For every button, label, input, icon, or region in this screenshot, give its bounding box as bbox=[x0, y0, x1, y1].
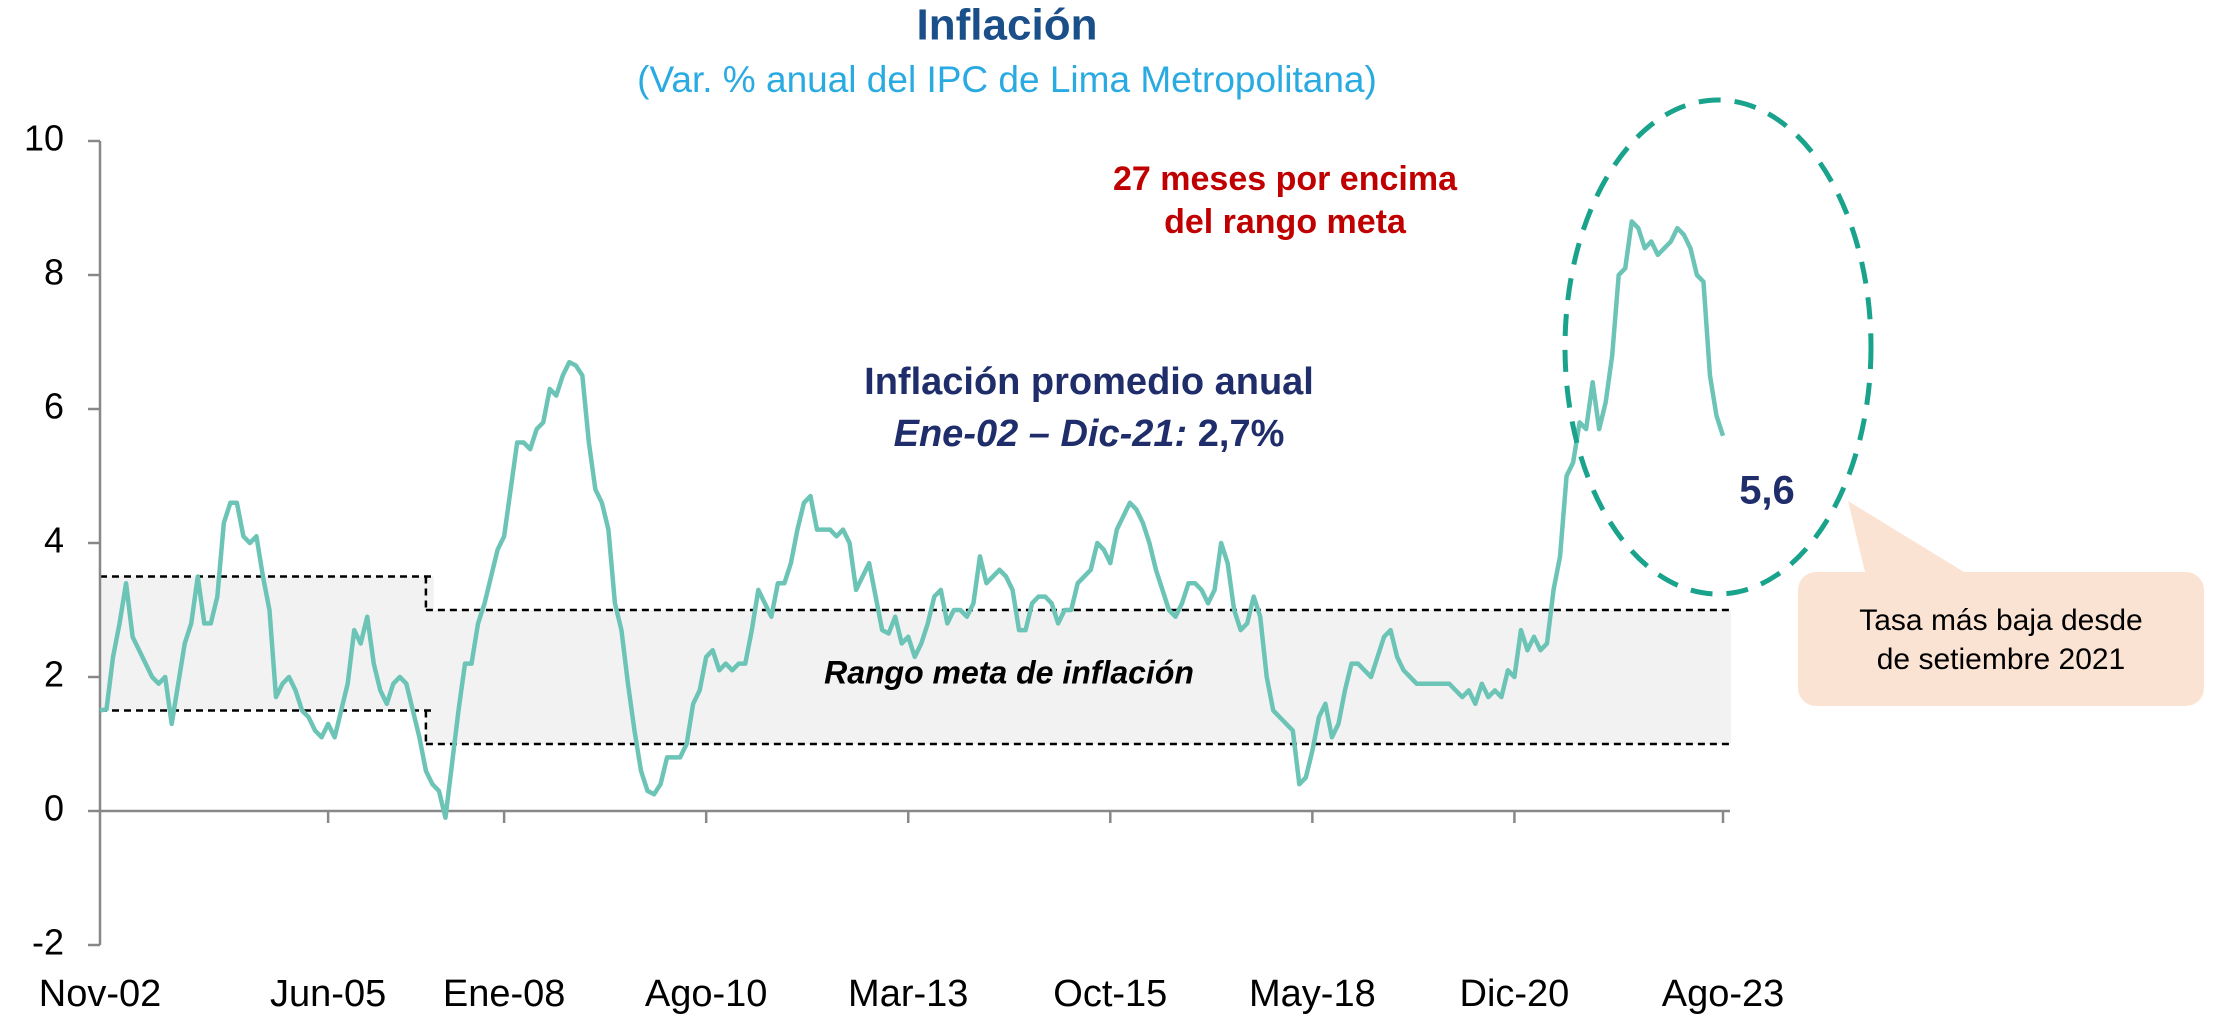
callout-pointer bbox=[1848, 501, 1964, 572]
average-title: Inflación promedio anual bbox=[864, 361, 1314, 403]
y-tick-label: 6 bbox=[44, 386, 64, 427]
callout-text: de setiembre 2021 bbox=[1877, 643, 2126, 676]
y-tick-label: 10 bbox=[24, 118, 64, 159]
average-text: Ene-02 – Dic-21: 2,7% bbox=[894, 413, 1285, 455]
y-tick-label: 2 bbox=[44, 654, 64, 695]
x-tick-label: Jun-05 bbox=[270, 973, 386, 1015]
annotation: 27 meses por encima bbox=[1113, 160, 1458, 198]
chart-title: Inflación bbox=[917, 1, 1098, 50]
x-tick-label: Ago-10 bbox=[645, 973, 768, 1015]
y-tick-label: 4 bbox=[44, 520, 64, 561]
chart-subtitle: (Var. % anual del IPC de Lima Metropolit… bbox=[637, 59, 1377, 100]
target-label: Rango meta de inflación bbox=[824, 654, 1194, 690]
x-tick-label: Ene-08 bbox=[443, 973, 566, 1015]
value-label: 5,6 bbox=[1739, 468, 1795, 512]
x-tick-label: Nov-02 bbox=[39, 973, 162, 1015]
y-tick-label: 0 bbox=[44, 788, 64, 829]
plot: Rango meta de inflación -2 0 2 4 6 8 10 Nov-02 Ju… bbox=[24, 118, 1795, 1016]
callout-text: Tasa más baja desde bbox=[1859, 604, 2143, 637]
average-value: 2,7% bbox=[1187, 413, 1284, 455]
x-tick-label: Ago-23 bbox=[1662, 973, 1785, 1015]
highlight-ellipse bbox=[1562, 97, 1874, 597]
y-tick-label: 8 bbox=[44, 252, 64, 293]
x-tick-label: May-18 bbox=[1249, 973, 1376, 1015]
inflation-line bbox=[99, 219, 1726, 820]
y-tick-label: -2 bbox=[32, 922, 64, 963]
annotation: del rango meta bbox=[1164, 203, 1407, 241]
x-tick-label: Oct-15 bbox=[1053, 973, 1167, 1015]
average-period: Ene-02 – Dic-21: bbox=[894, 413, 1188, 455]
callout-box bbox=[1798, 572, 2204, 706]
x-tick-label: Dic-20 bbox=[1460, 973, 1570, 1015]
x-tick-label: Mar-13 bbox=[848, 973, 968, 1015]
